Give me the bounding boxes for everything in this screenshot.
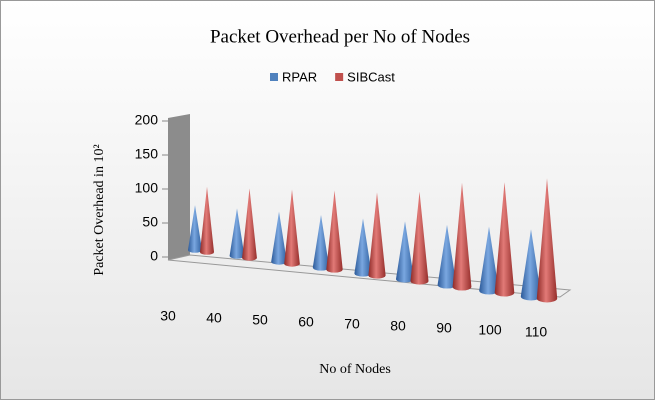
x-tick-label: 60 [298, 314, 314, 330]
cone [242, 188, 257, 261]
legend-swatch [270, 73, 278, 81]
y-tick-label: 150 [135, 146, 159, 162]
x-tick-label: 30 [160, 308, 176, 324]
back-wall [168, 114, 190, 260]
cone [271, 211, 287, 265]
cone [188, 205, 202, 253]
y-tick-label: 0 [150, 248, 158, 264]
cone [229, 208, 245, 259]
x-tick-label: 80 [390, 318, 406, 334]
cone [396, 221, 414, 283]
legend-label: RPAR [282, 69, 317, 84]
cone [312, 215, 330, 271]
cone [200, 186, 214, 255]
y-axis-title: Packet Overhead in 10² [92, 144, 107, 275]
cone [410, 191, 429, 285]
x-tick-label: 100 [478, 322, 502, 338]
y-tick-label: 200 [135, 112, 159, 128]
x-tick-label: 110 [525, 324, 548, 340]
legend-label: SIBCast [347, 69, 395, 84]
x-tick-label: 40 [206, 310, 222, 326]
cone [536, 178, 558, 303]
cone [437, 224, 457, 289]
chart-title: Packet Overhead per No of Nodes [210, 26, 470, 47]
cone [326, 190, 343, 273]
legend-swatch [335, 73, 344, 81]
cone [494, 182, 515, 297]
y-tick-label: 100 [135, 180, 159, 196]
cone [368, 192, 386, 279]
cone [479, 226, 499, 295]
y-tick-label: 50 [142, 214, 158, 230]
x-tick-label: 70 [344, 316, 360, 332]
cone [284, 189, 300, 267]
cone [452, 182, 472, 291]
cone [520, 229, 542, 301]
x-tick-label: 90 [436, 320, 452, 336]
x-axis-title: No of Nodes [319, 362, 391, 377]
cone [354, 218, 372, 277]
x-tick-label: 50 [252, 312, 268, 328]
